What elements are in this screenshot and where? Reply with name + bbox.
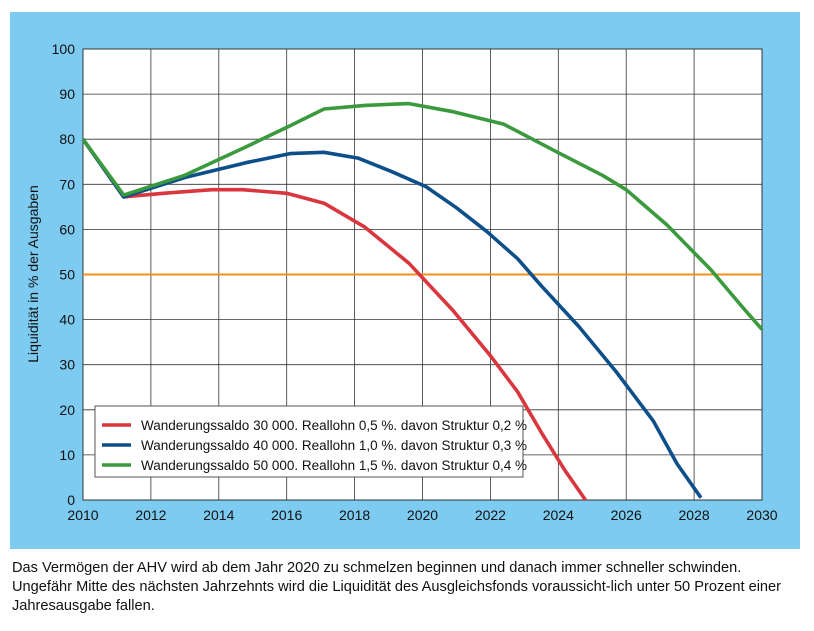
series-line-1 — [81, 138, 587, 502]
x-tick-label: 2018 — [339, 507, 370, 523]
y-tick-label: 60 — [59, 221, 75, 237]
y-tick-label: 70 — [59, 176, 75, 192]
y-tick-label: 20 — [59, 402, 75, 418]
x-tick-label: 2022 — [475, 507, 506, 523]
y-tick-label: 30 — [59, 357, 75, 373]
y-axis-title: Liquidität in % der Ausgaben — [25, 185, 41, 362]
chart-caption: Das Vermögen der AHV wird ab dem Jahr 20… — [12, 560, 782, 614]
y-tick-label: 10 — [59, 447, 75, 463]
y-tick-label: 80 — [59, 131, 75, 147]
y-tick-label: 90 — [59, 86, 75, 102]
y-tick-label: 40 — [59, 312, 75, 328]
x-tick-label: 2024 — [543, 507, 574, 523]
legend-label-2: Wanderungssaldo 40 000. Reallohn 1,0 %. … — [141, 438, 527, 453]
x-tick-label: 2020 — [407, 507, 438, 523]
y-tick-label: 100 — [52, 41, 76, 57]
series-line-3 — [81, 101, 764, 331]
chart-panel: 0 10 20 30 40 50 60 70 80 90 100 2010 2012 2014 2016 20… — [10, 12, 800, 549]
legend-box — [94, 405, 524, 478]
x-tick-label: 2014 — [203, 507, 234, 523]
y-tick-label: 0 — [67, 492, 75, 508]
x-tick-label: 2016 — [271, 507, 302, 523]
x-tick-label: 2030 — [746, 507, 777, 523]
x-tick-label: 2010 — [67, 507, 98, 523]
x-tick-label: 2028 — [679, 507, 710, 523]
series-line-2 — [81, 138, 703, 499]
x-tick-label: 2012 — [135, 507, 166, 523]
legend-label-3: Wanderungssaldo 50 000. Reallohn 1,5 %. … — [141, 458, 527, 473]
legend-label-1: Wanderungssaldo 30 000. Reallohn 0,5 %. … — [141, 418, 527, 433]
y-tick-label: 50 — [59, 267, 75, 283]
legend: Wanderungssaldo 30 000. Reallohn 0,5 %. … — [94, 405, 527, 478]
x-tick-label: 2026 — [611, 507, 642, 523]
series-layer — [81, 101, 764, 502]
